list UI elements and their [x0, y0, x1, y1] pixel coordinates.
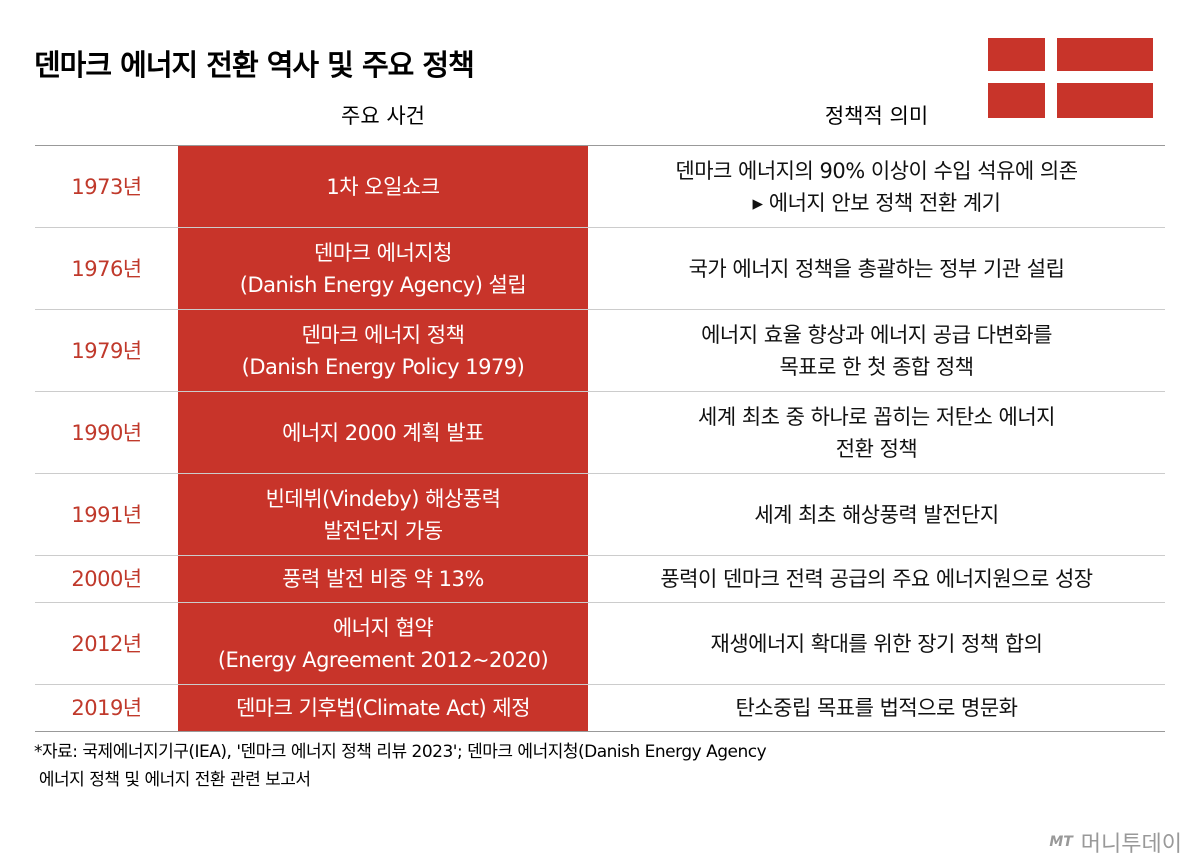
row-divider [35, 473, 1165, 474]
event-line: 덴마크 기후법(Climate Act) 제정 [235, 696, 531, 720]
meaning-cell: 세계 최초 해상풍력 발전단지 [588, 474, 1165, 555]
watermark-name: 머니투데이 [1080, 832, 1182, 857]
event-line: 에너지 협약 [332, 615, 434, 640]
meaning-line: 국가 에너지 정책을 총괄하는 정부 기관 설립 [688, 256, 1065, 281]
meaning-line: 에너지 효율 향상과 에너지 공급 다변화를 [701, 322, 1052, 347]
meaning-cell: 풍력이 덴마크 전력 공급의 주요 에너지원으로 성장 [588, 556, 1165, 602]
event-cell: 에너지 협약 (Energy Agreement 2012~2020) [178, 603, 588, 684]
meaning-line: 전환 정책 [835, 436, 918, 461]
event-line: 빈데뷔(Vindeby) 해상풍력 [265, 486, 501, 511]
event-line: 풍력 발전 비중 약 13% [282, 567, 484, 591]
year-cell: 1979년 [71, 338, 142, 363]
meaning-line: 재생에너지 확대를 위한 장기 정책 합의 [710, 631, 1044, 656]
title: 덴마크 에너지 전환 역사 및 주요 정책 [34, 48, 475, 82]
event-line: 1차 오일쇼크 [326, 174, 440, 199]
row-divider [35, 227, 1165, 228]
source-note: *자료: 국제에너지기구(IEA), '덴마크 에너지 정책 리뷰 2023';… [34, 738, 767, 794]
watermark-logo: MT [1049, 834, 1073, 850]
year-cell: 1973년 [71, 174, 142, 199]
year-cell: 2000년 [71, 567, 142, 591]
row-divider [35, 391, 1165, 392]
meaning-line: 세계 최초 해상풍력 발전단지 [754, 502, 999, 527]
meaning-cell: 탄소중립 목표를 법적으로 명문화 [588, 685, 1165, 731]
year-cell: 2019년 [71, 696, 142, 720]
year-cell: 1991년 [71, 502, 142, 527]
column-header: 정책적 의미 [824, 104, 929, 128]
source-line: 에너지 정책 및 에너지 전환 관련 보고서 [34, 770, 311, 790]
event-line: (Energy Agreement 2012~2020) [217, 647, 549, 672]
meaning-line: 풍력이 덴마크 전력 공급의 주요 에너지원으로 성장 [660, 567, 1093, 591]
row-divider [35, 602, 1165, 603]
meaning-line: 세계 최초 중 하나로 꼽히는 저탄소 에너지 [698, 404, 1056, 429]
event-line: 발전단지 가동 [323, 518, 443, 543]
denmark-flag [988, 38, 1153, 118]
year-cell: 1990년 [71, 420, 142, 445]
event-line: 덴마크 에너지 정책 [301, 322, 465, 347]
row-divider [35, 309, 1165, 310]
meaning-cell: 덴마크 에너지의 90% 이상이 수입 석유에 의존 ▸ 에너지 안보 정책 전환… [588, 146, 1165, 227]
event-line: 에너지 2000 계획 발표 [282, 420, 484, 445]
year-cell: 1976년 [71, 256, 142, 281]
event-cell: 풍력 발전 비중 약 13% [178, 556, 588, 602]
event-cell: 덴마크 에너지청 (Danish Energy Agency) 설립 [178, 228, 588, 309]
event-cell: 1차 오일쇼크 [178, 146, 588, 227]
table-top-line [35, 145, 1165, 146]
meaning-line: 목표로 한 첫 종합 정책 [779, 354, 974, 379]
source-line: *자료: 국제에너지기구(IEA), '덴마크 에너지 정책 리뷰 2023';… [34, 742, 767, 762]
meaning-line: ▸ 에너지 안보 정책 전환 계기 [752, 190, 1001, 215]
event-line: 덴마크 에너지청 [314, 240, 452, 265]
meaning-line: 탄소중립 목표를 법적으로 명문화 [735, 696, 1018, 720]
event-cell: 덴마크 기후법(Climate Act) 제정 [178, 685, 588, 731]
column-header: 주요 사건 [341, 104, 425, 128]
event-line: (Danish Energy Agency) 설립 [239, 272, 527, 297]
meaning-cell: 국가 에너지 정책을 총괄하는 정부 기관 설립 [588, 228, 1165, 309]
event-cell: 덴마크 에너지 정책 (Danish Energy Policy 1979) [178, 310, 588, 391]
year-cell: 2012년 [71, 631, 142, 656]
event-line: (Danish Energy Policy 1979) [241, 354, 525, 379]
event-cell: 에너지 2000 계획 발표 [178, 392, 588, 473]
row-divider [35, 731, 1165, 732]
row-divider [35, 555, 1165, 556]
meaning-cell: 재생에너지 확대를 위한 장기 정책 합의 [588, 603, 1165, 684]
row-divider [35, 684, 1165, 685]
meaning-line: 덴마크 에너지의 90% 이상이 수입 석유에 의존 [675, 158, 1078, 183]
watermark: MT 머니투데이 [1049, 826, 1182, 858]
